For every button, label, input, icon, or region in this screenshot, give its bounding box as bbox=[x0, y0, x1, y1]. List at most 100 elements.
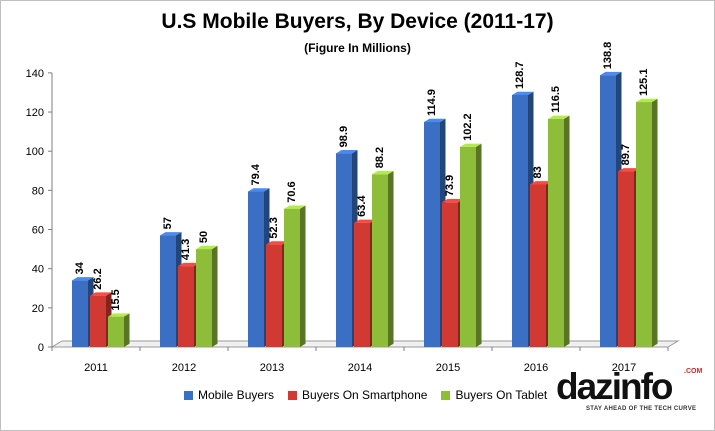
bar-top-mobile-buyers-2013 bbox=[248, 188, 270, 192]
bar-buyers-on-smartphone-2013 bbox=[266, 244, 282, 347]
bar-top-buyers-on-tablet-2011 bbox=[108, 313, 130, 317]
x-tick-label-2012: 2012 bbox=[172, 362, 196, 374]
bar-buyers-on-smartphone-2014 bbox=[354, 222, 370, 347]
data-label-mobile-buyers-2012: 57 bbox=[162, 217, 174, 229]
chart-legend: Mobile Buyers Buyers On Smartphone Buyer… bbox=[184, 388, 561, 402]
y-tick-label: 40 bbox=[32, 264, 44, 276]
bar-top-buyers-on-tablet-2017 bbox=[636, 98, 658, 103]
bar-side-buyers-on-tablet-2014 bbox=[388, 171, 394, 347]
legend-swatch-buyers-on-tablet bbox=[441, 390, 451, 400]
bar-top-buyers-on-tablet-2013 bbox=[284, 205, 306, 209]
bar-top-mobile-buyers-2016 bbox=[512, 91, 534, 96]
bar-mobile-buyers-2012 bbox=[160, 235, 176, 347]
y-tick-label: 80 bbox=[32, 185, 44, 197]
bar-mobile-buyers-2016 bbox=[512, 95, 528, 347]
data-label-mobile-buyers-2013: 79.4 bbox=[250, 163, 262, 185]
legend-item-buyers-on-tablet: Buyers On Tablet bbox=[441, 388, 547, 402]
bar-top-mobile-buyers-2015 bbox=[424, 118, 446, 123]
y-tick-label: 0 bbox=[38, 342, 44, 354]
legend-label-buyers-on-smartphone: Buyers On Smartphone bbox=[302, 388, 428, 402]
legend-item-mobile-buyers: Mobile Buyers bbox=[184, 388, 274, 402]
y-tick-label: 100 bbox=[26, 146, 44, 158]
bar-top-mobile-buyers-2011 bbox=[72, 277, 94, 281]
bar-side-buyers-on-tablet-2013 bbox=[300, 205, 306, 347]
bar-top-buyers-on-tablet-2012 bbox=[196, 245, 218, 250]
data-label-buyers-on-tablet-2013: 70.6 bbox=[286, 181, 298, 202]
logo-tagline: STAY AHEAD OF THE TECH CURVE bbox=[586, 406, 697, 412]
x-tick-label-2011: 2011 bbox=[84, 362, 108, 374]
data-label-buyers-on-tablet-2016: 116.5 bbox=[550, 86, 562, 113]
data-label-buyers-on-smartphone-2014: 63.4 bbox=[356, 195, 368, 217]
bar-side-buyers-on-tablet-2016 bbox=[564, 115, 570, 347]
bar-top-buyers-on-smartphone-2014 bbox=[354, 219, 376, 223]
y-tick-label: 120 bbox=[26, 107, 44, 119]
bar-top-mobile-buyers-2017 bbox=[600, 71, 622, 76]
data-label-mobile-buyers-2011: 34 bbox=[74, 261, 86, 274]
chart-title: U.S Mobile Buyers, By Device (2011-17) bbox=[161, 10, 554, 33]
logo-wordmark: dazinfo bbox=[556, 366, 706, 408]
bar-buyers-on-smartphone-2016 bbox=[530, 184, 546, 347]
bar-top-buyers-on-smartphone-2013 bbox=[266, 241, 288, 245]
data-label-buyers-on-tablet-2012: 50 bbox=[198, 231, 210, 243]
data-label-mobile-buyers-2014: 98.9 bbox=[338, 126, 350, 147]
bar-buyers-on-tablet-2012 bbox=[196, 249, 212, 347]
bar-buyers-on-tablet-2015 bbox=[460, 146, 476, 347]
data-label-mobile-buyers-2016: 128.7 bbox=[514, 61, 526, 89]
logo-text-info: info bbox=[611, 366, 674, 407]
bar-buyers-on-tablet-2014 bbox=[372, 174, 388, 347]
bar-mobile-buyers-2014 bbox=[336, 153, 352, 347]
data-label-buyers-on-tablet-2011: 15.5 bbox=[110, 289, 122, 310]
logo-text-daz: daz bbox=[556, 366, 614, 407]
bar-buyers-on-tablet-2013 bbox=[284, 208, 300, 347]
bar-buyers-on-tablet-2011 bbox=[108, 316, 124, 347]
legend-label-mobile-buyers: Mobile Buyers bbox=[198, 388, 275, 402]
data-label-mobile-buyers-2017: 138.8 bbox=[602, 42, 614, 70]
data-label-buyers-on-smartphone-2016: 83 bbox=[532, 166, 544, 178]
bar-top-buyers-on-tablet-2016 bbox=[548, 115, 570, 119]
logo-com: .COM bbox=[684, 368, 703, 375]
chart-subtitle: (Figure In Millions) bbox=[304, 41, 411, 55]
bar-side-buyers-on-tablet-2011 bbox=[124, 313, 130, 347]
bar-mobile-buyers-2013 bbox=[248, 191, 264, 347]
x-tick-label-2014: 2014 bbox=[348, 362, 372, 374]
bar-side-buyers-on-tablet-2015 bbox=[476, 143, 482, 347]
bar-top-buyers-on-tablet-2014 bbox=[372, 171, 394, 175]
data-label-buyers-on-smartphone-2017: 89.7 bbox=[620, 144, 632, 165]
bar-top-buyers-on-smartphone-2011 bbox=[90, 292, 112, 296]
legend-swatch-mobile-buyers bbox=[184, 390, 193, 400]
y-tick-label: 60 bbox=[32, 225, 44, 237]
data-label-buyers-on-smartphone-2015: 73.9 bbox=[444, 175, 456, 196]
bar-buyers-on-smartphone-2015 bbox=[442, 202, 458, 347]
bar-mobile-buyers-2017 bbox=[600, 75, 616, 347]
bar-buyers-on-smartphone-2017 bbox=[618, 171, 634, 347]
data-label-buyers-on-tablet-2014: 88.2 bbox=[374, 147, 386, 168]
bar-buyers-on-smartphone-2012 bbox=[178, 266, 194, 347]
bar-side-buyers-on-tablet-2012 bbox=[212, 245, 218, 347]
x-tick-label-2016: 2016 bbox=[524, 362, 548, 374]
legend-item-buyers-on-smartphone: Buyers On Smartphone bbox=[288, 388, 427, 402]
data-label-buyers-on-tablet-2015: 102.2 bbox=[462, 113, 474, 141]
y-tick-label: 140 bbox=[26, 68, 44, 80]
bar-top-buyers-on-smartphone-2017 bbox=[618, 168, 640, 172]
data-label-buyers-on-smartphone-2012: 41.3 bbox=[180, 239, 192, 260]
bar-top-buyers-on-smartphone-2016 bbox=[530, 181, 552, 185]
legend-swatch-buyers-on-smartphone bbox=[288, 390, 298, 400]
data-label-buyers-on-smartphone-2011: 26.2 bbox=[92, 268, 104, 289]
x-tick-label-2015: 2015 bbox=[436, 362, 460, 374]
bar-top-buyers-on-smartphone-2012 bbox=[178, 262, 200, 267]
x-tick-label-2017: 2017 bbox=[612, 362, 636, 374]
dazeinfo-logo: dazinfo .COM STAY AHEAD OF THE TECH CURV… bbox=[556, 366, 706, 416]
bar-mobile-buyers-2015 bbox=[424, 122, 440, 347]
bar-buyers-on-tablet-2017 bbox=[636, 102, 652, 347]
legend-label-buyers-on-tablet: Buyers On Tablet bbox=[455, 388, 548, 402]
data-label-buyers-on-smartphone-2013: 52.3 bbox=[268, 217, 280, 238]
data-label-mobile-buyers-2015: 114.9 bbox=[426, 89, 438, 116]
bar-side-buyers-on-tablet-2017 bbox=[652, 98, 658, 347]
bar-top-mobile-buyers-2012 bbox=[160, 232, 182, 236]
data-label-buyers-on-tablet-2017: 125.1 bbox=[638, 69, 650, 97]
bar-top-mobile-buyers-2014 bbox=[336, 150, 358, 154]
bar-buyers-on-smartphone-2011 bbox=[90, 295, 106, 347]
bar-top-buyers-on-smartphone-2015 bbox=[442, 199, 464, 203]
bar-top-buyers-on-tablet-2015 bbox=[460, 143, 482, 147]
